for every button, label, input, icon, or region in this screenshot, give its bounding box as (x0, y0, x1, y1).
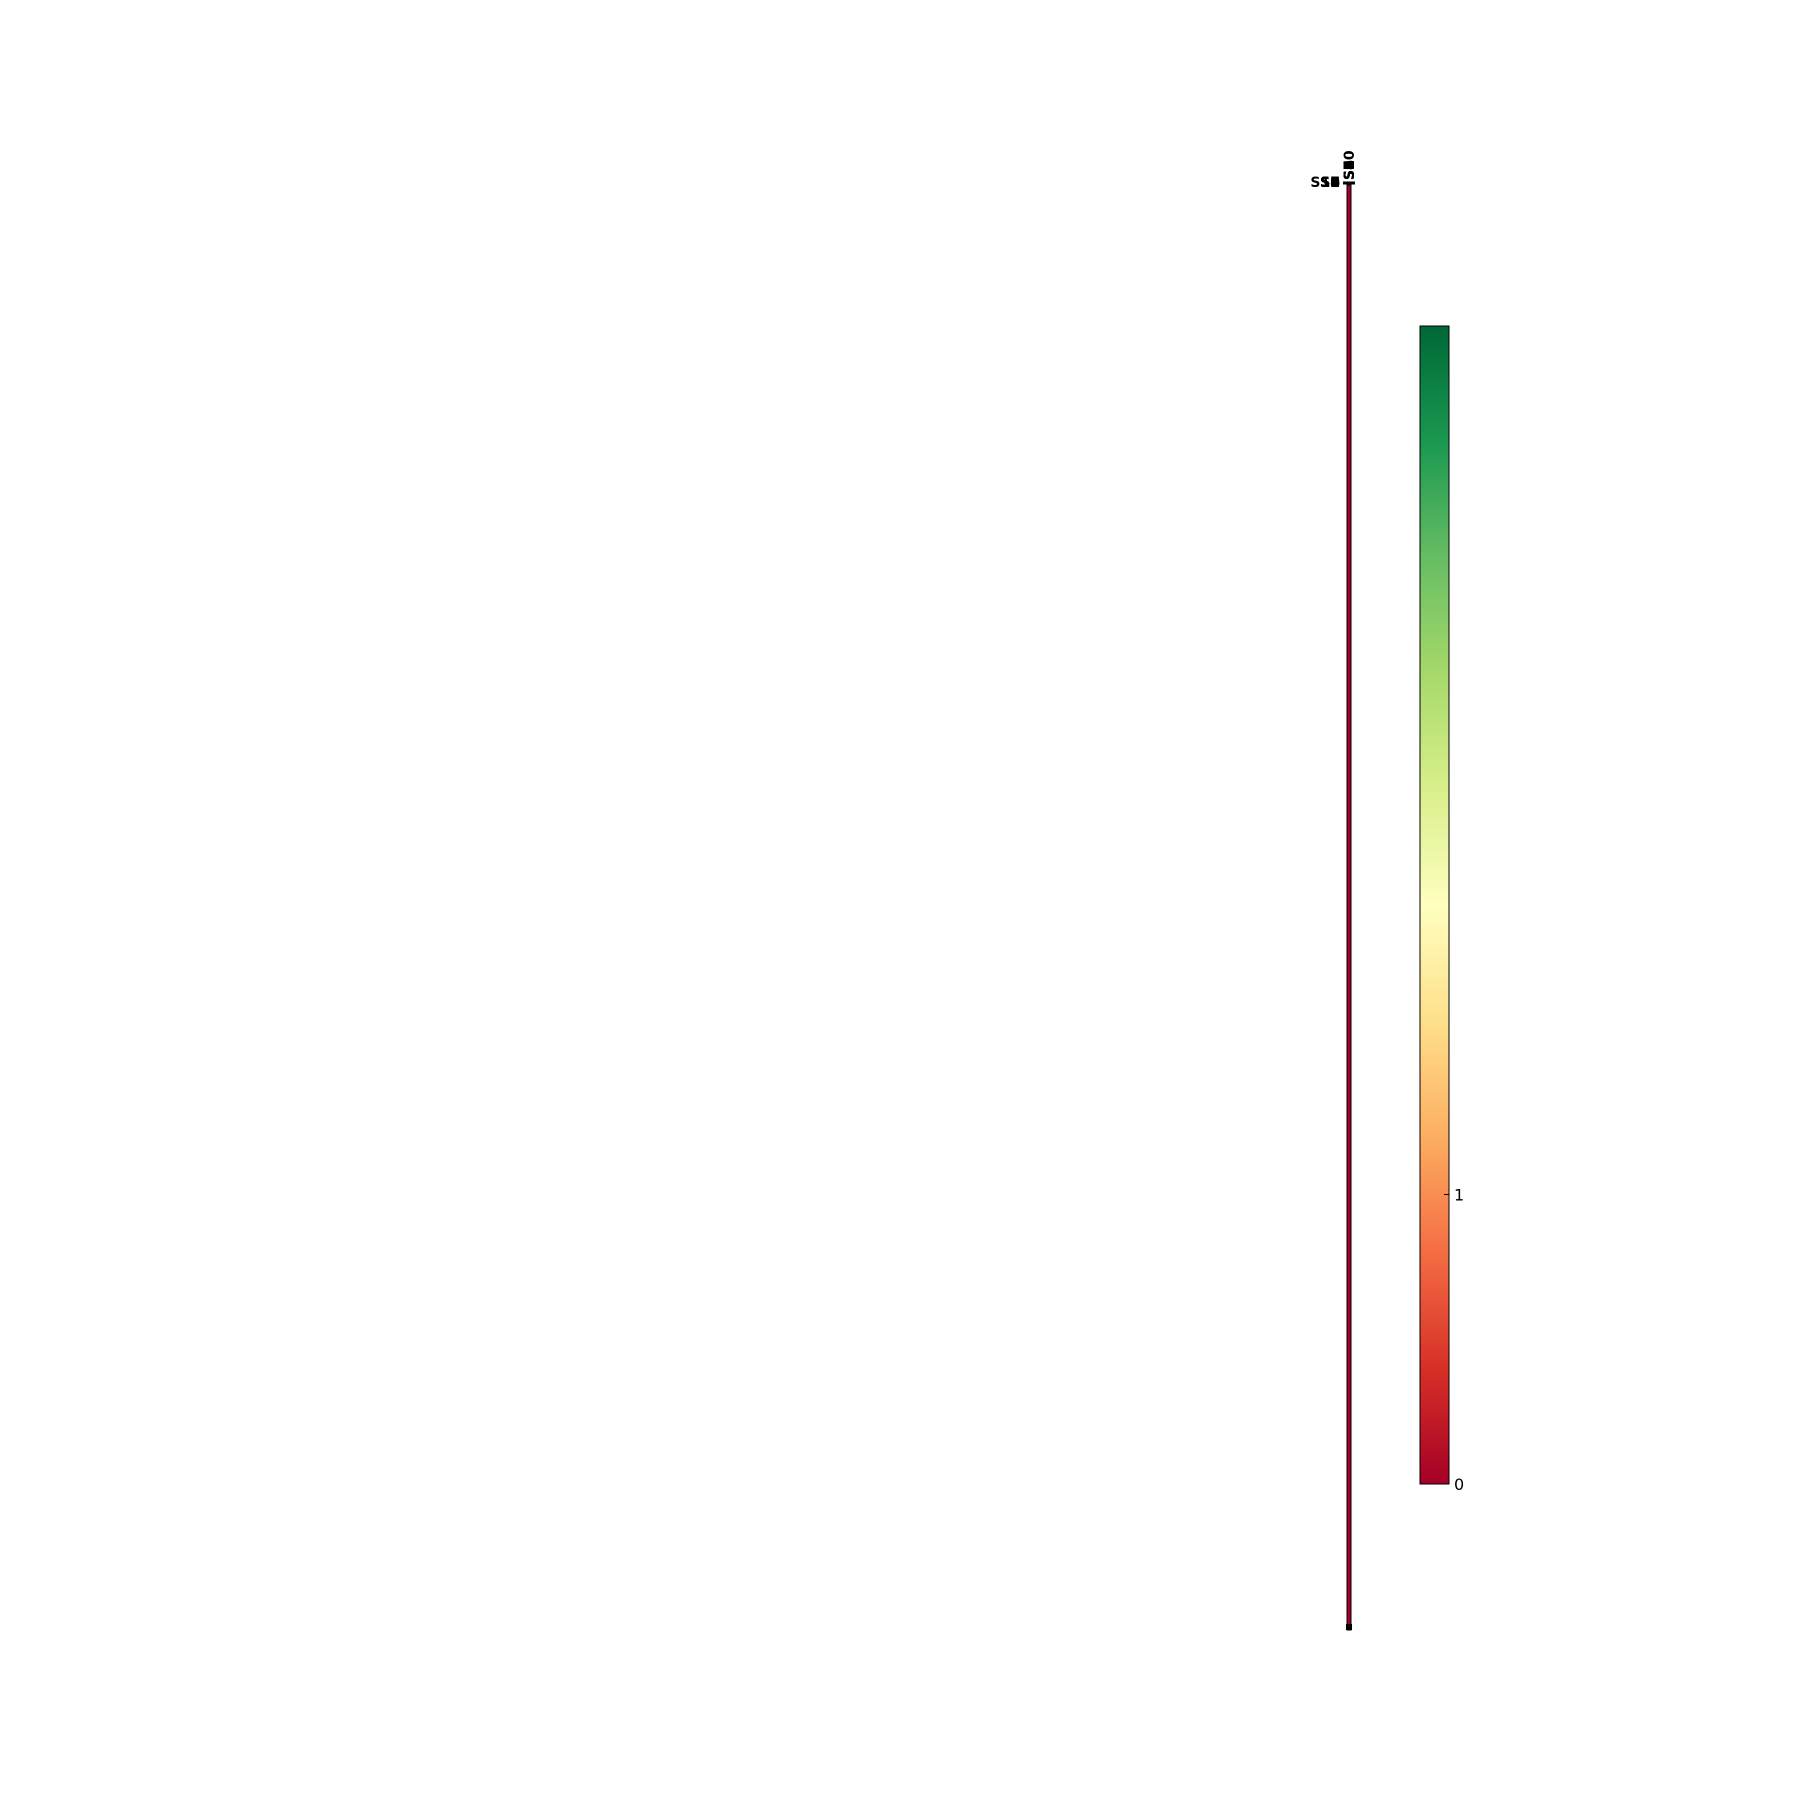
colorbar: 01 (1419, 325, 1464, 1494)
x-tick-label: S10 (1342, 150, 1358, 180)
heatmap-bottom-cap (1346, 1624, 1352, 1630)
y-tick-label: S3 (1320, 175, 1340, 191)
colorbar-tick-label: 0 (1454, 1475, 1464, 1494)
x-tick-label: S7 (1342, 160, 1358, 180)
x-tick-label: S4 (1342, 160, 1358, 180)
x-tick-label: S5 (1342, 160, 1358, 180)
y-tick-label: S6 (1320, 175, 1340, 191)
x-tick-label: S9 (1342, 160, 1358, 180)
y-tick-label: S9 (1320, 175, 1340, 191)
y-tick-label: S2 (1320, 175, 1340, 191)
y-tick-label: S7 (1320, 175, 1340, 191)
x-tick-label: S1 (1342, 160, 1358, 180)
heatmap-plot-area (1346, 184, 1352, 1631)
colorbar-tick-label: 1 (1454, 1186, 1464, 1205)
y-tick-label: S8 (1320, 175, 1340, 191)
x-tick-label: S6 (1342, 160, 1358, 180)
x-tick-label: S8 (1342, 160, 1358, 180)
y-tick-label: S4 (1320, 175, 1340, 191)
y-tick-label: S1 (1320, 175, 1340, 191)
y-tick-label: S5 (1320, 175, 1340, 191)
colorbar-gradient-bar (1419, 325, 1450, 1485)
x-tick-label: S3 (1342, 160, 1358, 180)
x-tick-label: S2 (1342, 160, 1358, 180)
heatmap-cell-strip (1347, 185, 1351, 1630)
colorbar-ticks: 01 (1444, 1186, 1464, 1494)
y-tick-label: S10 (1310, 175, 1340, 191)
